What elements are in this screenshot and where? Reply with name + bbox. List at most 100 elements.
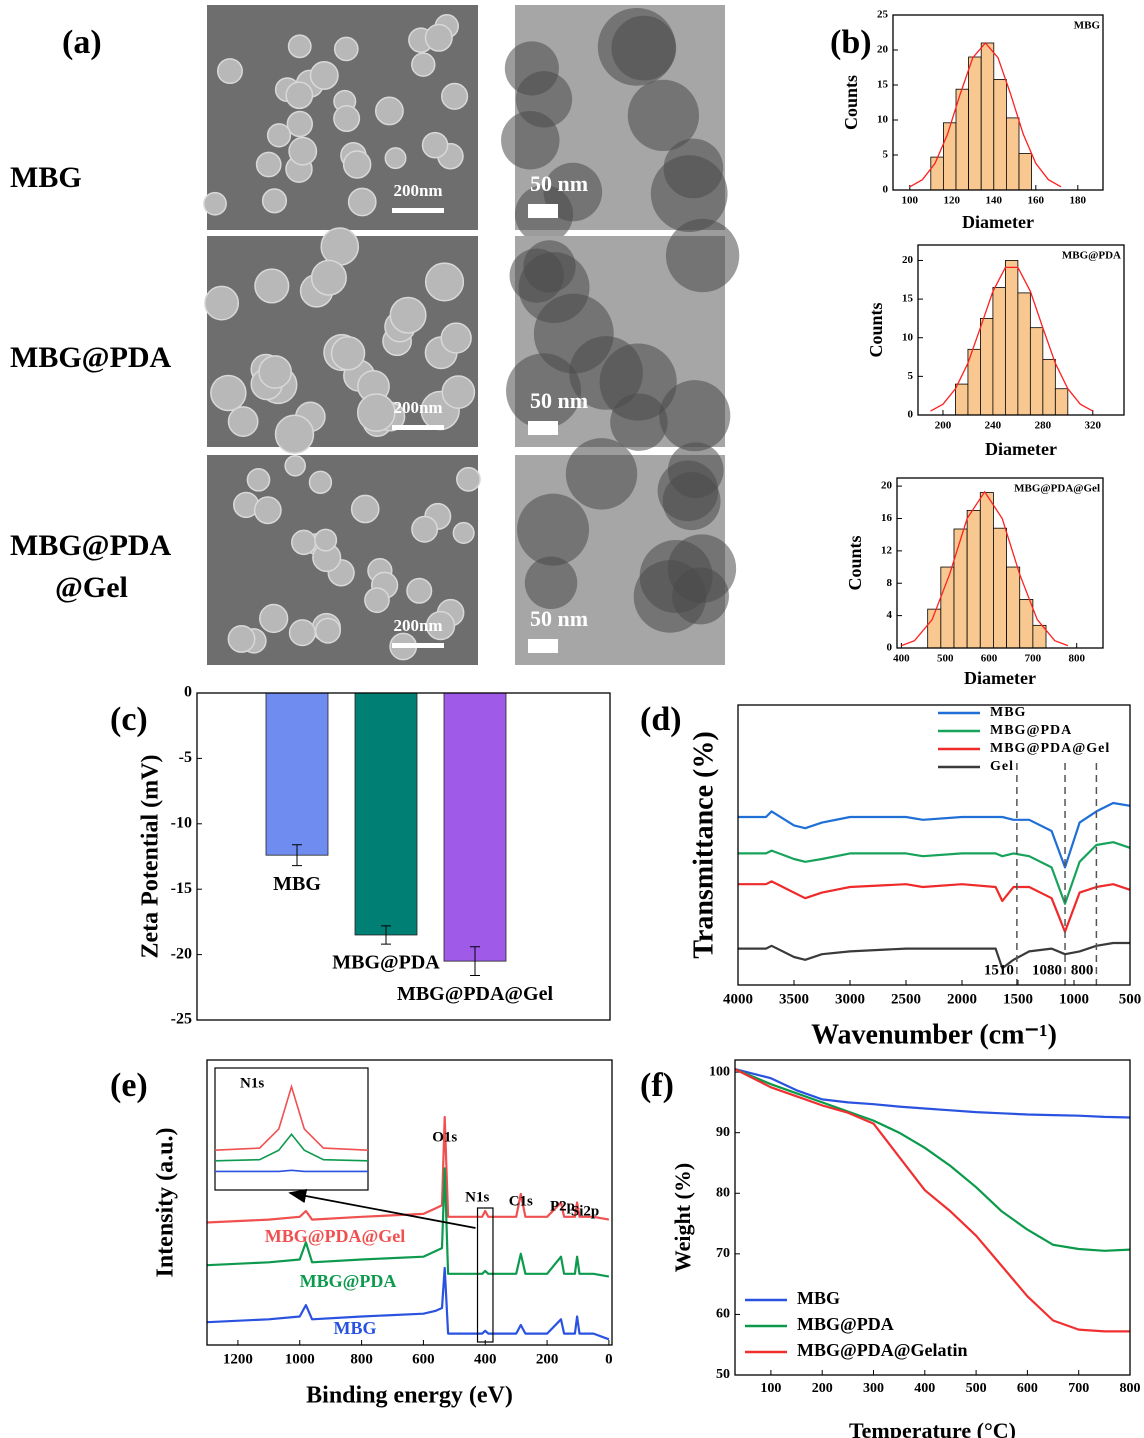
y-tick-label: 5 [883,149,889,161]
sem-particle [204,193,226,215]
y-tick-label: 90 [716,1125,730,1140]
sem-particle [376,97,403,124]
x-tick-label: 240 [985,420,1002,432]
x-tick-label: 3500 [779,991,809,1007]
y-tick-label: 12 [881,544,893,556]
scale-label: 200nm [393,616,442,635]
inset-title: N1s [240,1075,264,1091]
peak-label: Si2p [571,1203,599,1219]
sem-particle [352,495,379,522]
y-tick-label: 25 [877,9,889,21]
scale-label: 50 nm [530,171,588,196]
tem-particle [628,80,699,151]
y-tick-label: 8 [887,577,893,589]
sem-particle [426,263,464,301]
x-axis-label: Wavenumber (cm⁻¹) [811,1019,1057,1050]
sem-particle [335,37,358,60]
scale-label: 50 nm [530,388,588,413]
histogram-bar [956,89,969,190]
sem-particle [211,375,246,410]
tem-particle [566,438,637,509]
panel-label: (c) [110,701,148,738]
x-axis-label: Binding energy (eV) [306,1383,513,1409]
sem-particle [365,588,389,612]
scale-bar [528,639,558,653]
y-tick-label: 0 [184,684,192,701]
histogram-bar [1019,154,1032,190]
scale-bar [528,204,558,218]
x-tick-label: 0 [605,1351,613,1367]
legend-label: MBG [990,705,1026,720]
y-axis-label: Counts [866,302,886,357]
reference-label: 800 [1071,962,1094,978]
row-label: MBG@PDA [10,529,172,562]
sem-particle [412,516,437,541]
x-tick-label: 1500 [1003,991,1033,1007]
x-tick-label: 2500 [891,991,921,1007]
sem-particle [457,468,480,491]
x-tick-label: 2000 [947,991,977,1007]
bar-label: MBG@PDA@Gel [397,983,554,1005]
x-axis-label: Temperature (°C) [849,1418,1016,1438]
histogram-bar [980,318,992,415]
x-axis-label: Diameter [985,439,1057,459]
tem-particle [505,41,559,95]
sem-particle [287,112,312,137]
sem-particle [423,133,448,158]
x-tick-label: 1200 [223,1351,253,1367]
series-line [738,803,1130,867]
x-tick-label: 600 [981,653,998,665]
sem-particle [289,138,316,165]
x-tick-label: 200 [935,420,952,432]
x-tick-label: 140 [986,195,1003,207]
histogram-bar [1055,389,1067,415]
legend-label: MBG@PDA@Gelatin [797,1340,967,1360]
sem-particle [315,529,337,551]
histogram-title: MBG [1074,20,1101,32]
y-axis-label: Intensity (a.u.) [153,1127,179,1277]
histogram-bar [1006,118,1019,190]
sem-particle [316,618,341,643]
y-tick-label: -10 [171,814,192,831]
scale-bar [392,208,444,213]
sem-particle [358,394,395,431]
histogram-bar [1007,567,1020,648]
x-tick-label: 400 [893,653,910,665]
x-tick-label: 1000 [285,1351,315,1367]
y-tick-label: 100 [709,1064,730,1079]
x-tick-label: 120 [944,195,961,207]
y-tick-label: 80 [716,1185,730,1200]
sem-particle [289,35,311,57]
histogram-bar [981,43,994,190]
row-label: MBG [10,161,82,194]
y-tick-label: 20 [877,44,889,56]
bar-label: MBG@PDA [332,952,440,974]
sem-particle [311,62,338,89]
sem-particle [255,269,289,303]
histogram-bar [1030,328,1042,415]
sem-particle [441,323,471,353]
sem-particle [290,620,316,646]
sem-particle [292,530,316,554]
scale-bar [392,425,444,430]
sem-particle [442,376,474,408]
y-tick-label: -25 [171,1011,192,1028]
y-tick-label: -5 [179,749,192,766]
histogram-bar [931,157,944,190]
panel-label: (e) [110,1067,148,1104]
panel-label: (d) [640,701,682,738]
sem-particle [390,297,426,333]
x-tick-label: 700 [1025,653,1042,665]
tem-particle [634,560,707,633]
histogram-bar [993,288,1005,416]
legend-label: MBG [797,1288,840,1308]
y-axis-label: Counts [841,75,861,130]
sem-particle [334,106,360,132]
y-axis-label: Weight (%) [670,1163,695,1272]
scale-label: 50 nm [530,606,588,631]
y-tick-label: 50 [716,1367,730,1382]
y-tick-label: 10 [902,331,914,343]
x-tick-label: 800 [1068,653,1085,665]
bar [266,693,328,855]
histogram-bar [1005,260,1017,415]
